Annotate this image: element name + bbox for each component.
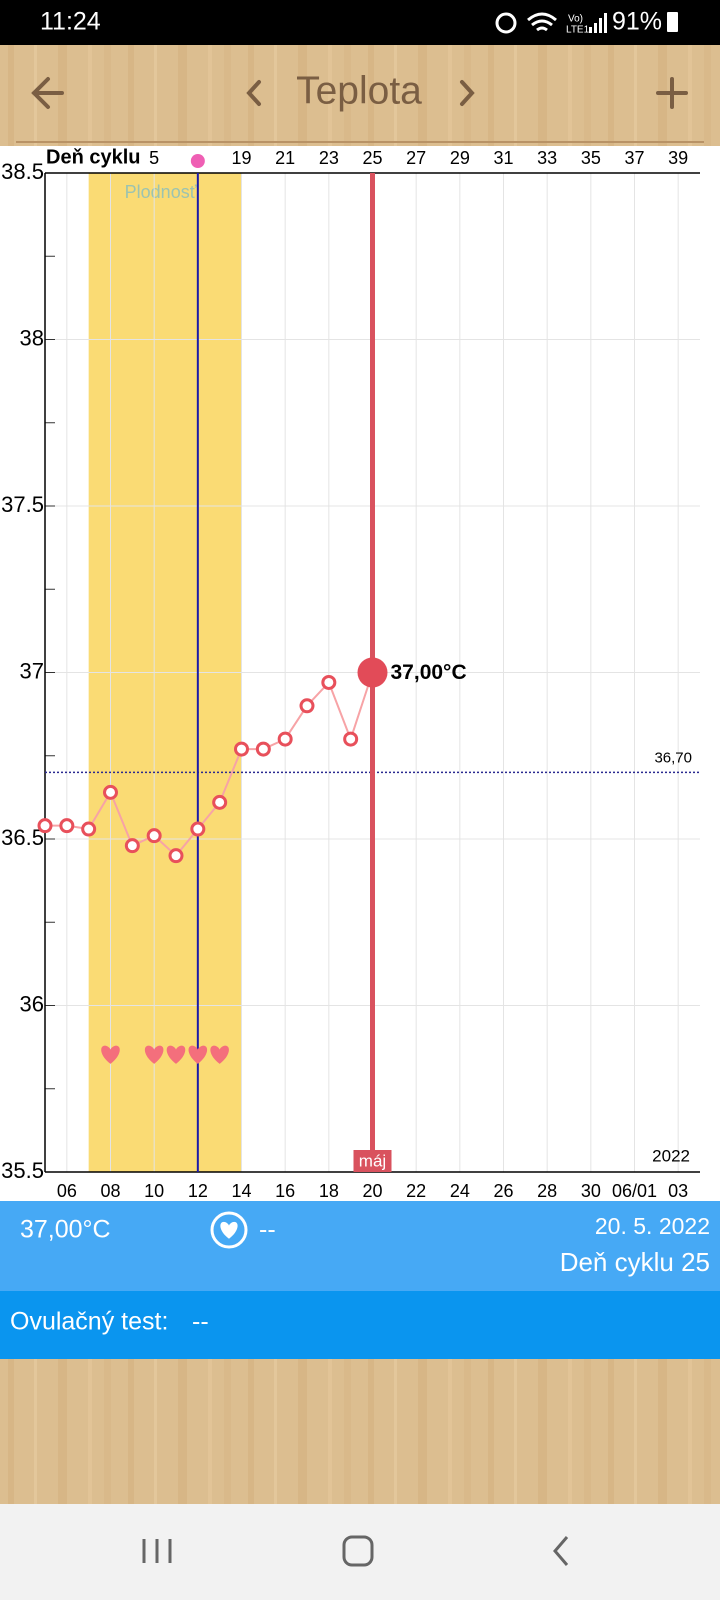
year-label: 2022 xyxy=(652,1146,690,1165)
svg-text:Vo): Vo) xyxy=(568,14,583,25)
ovulation-marker xyxy=(190,154,205,168)
heart xyxy=(101,1045,120,1064)
x-tick-label: 14 xyxy=(231,1181,251,1201)
nav-bar xyxy=(0,1504,720,1600)
status-icons: Vo) LTE1 xyxy=(495,12,678,36)
top-tick-label: 5 xyxy=(149,148,159,168)
selected-value-label: 37,00°C xyxy=(391,661,467,684)
ovulation-test-panel xyxy=(0,1291,720,1359)
status-time: 11:24 xyxy=(40,8,101,36)
x-tick-label: 06/01 xyxy=(612,1181,657,1201)
heart xyxy=(144,1045,164,1064)
temperature-point xyxy=(343,731,359,747)
top-tick-label: 19 xyxy=(231,148,251,168)
top-tick-label: 27 xyxy=(406,148,426,168)
previous-button[interactable] xyxy=(246,80,261,106)
top-tick-label: 39 xyxy=(668,148,688,168)
heart xyxy=(210,1045,229,1064)
top-tick-label: 33 xyxy=(537,148,557,168)
detail-intercourse: -- xyxy=(259,1216,276,1244)
x-tick-label: 16 xyxy=(275,1181,295,1201)
temperature-point xyxy=(212,794,228,810)
battery-level: 91% xyxy=(612,8,662,36)
temperature-point xyxy=(299,698,315,714)
reference-label: 36,70 xyxy=(654,749,692,766)
selected-point xyxy=(357,657,388,688)
temperature-point xyxy=(59,818,75,834)
recents-button[interactable] xyxy=(142,1539,172,1563)
x-tick-label: 28 xyxy=(537,1181,557,1201)
y-tick-label: 36.5 xyxy=(1,825,44,850)
header-title: Teplota xyxy=(296,69,422,112)
x-tick-label: 20 xyxy=(362,1181,382,1201)
fertile-label: Plodnosť xyxy=(125,182,197,202)
top-tick-label: 35 xyxy=(581,148,601,168)
x-tick-label: 18 xyxy=(319,1181,339,1201)
temperature-line xyxy=(45,672,374,858)
temperature-point xyxy=(277,731,293,747)
x-tick-label: 08 xyxy=(100,1181,120,1201)
next-button[interactable] xyxy=(460,80,475,106)
temperature-point xyxy=(81,821,97,837)
y-tick-label: 37.5 xyxy=(1,492,44,517)
y-tick-label: 36 xyxy=(20,991,44,1016)
x-tick-label: 22 xyxy=(406,1181,426,1201)
x-tick-label: 26 xyxy=(493,1181,513,1201)
top-tick-label: 31 xyxy=(493,148,513,168)
temperature-point xyxy=(255,741,271,757)
temperature-point xyxy=(146,828,162,844)
temperature-point xyxy=(321,674,337,690)
top-tick-label: 37 xyxy=(624,148,644,168)
home-button[interactable] xyxy=(342,1535,374,1567)
temperature-point xyxy=(234,741,249,757)
ovulation-test-label: Ovulačný test: xyxy=(10,1308,168,1336)
temperature-point xyxy=(103,784,118,800)
nav-back-button[interactable] xyxy=(553,1536,569,1566)
month-label: máj xyxy=(359,1151,386,1170)
x-tick-label: 10 xyxy=(144,1181,164,1201)
header xyxy=(0,45,720,146)
intercourse-icon xyxy=(210,1211,248,1249)
top-tick-label: 21 xyxy=(275,148,295,168)
x-tick-label: 06 xyxy=(57,1181,77,1201)
heart xyxy=(166,1045,186,1064)
y-tick-label: 37 xyxy=(20,658,44,683)
detail-date: 20. 5. 2022 xyxy=(595,1213,710,1239)
heart xyxy=(188,1045,208,1064)
top-tick-label: 25 xyxy=(362,148,382,168)
detail-cycle-day: Deň cyklu 25 xyxy=(560,1247,710,1277)
top-tick-label: 23 xyxy=(319,148,339,168)
y-tick-label: 35.5 xyxy=(1,1158,44,1183)
temperature-point xyxy=(124,838,140,854)
svg-text:LTE1: LTE1 xyxy=(566,25,590,36)
temperature-point xyxy=(168,848,184,864)
detail-temperature: 37,00°C xyxy=(20,1216,111,1244)
x-tick-label: 03 xyxy=(668,1181,688,1201)
month-badge xyxy=(353,1150,392,1172)
top-tick-label: 29 xyxy=(450,148,470,168)
plot: Plodnosť 35.5 36 36.5 37 37.5 38 38.5 06 08 10 12 14… xyxy=(1,148,700,1201)
footer-wood xyxy=(0,1359,720,1504)
temperature-point xyxy=(190,821,206,837)
y-tick-label: 38.5 xyxy=(1,159,44,184)
add-button[interactable] xyxy=(656,77,688,109)
temperature-point xyxy=(37,818,53,834)
detail-panel xyxy=(0,1201,720,1291)
back-button[interactable] xyxy=(31,77,64,109)
x-tick-label: 24 xyxy=(450,1181,470,1201)
x-tick-label: 12 xyxy=(188,1181,208,1201)
y-tick-label: 38 xyxy=(20,325,44,350)
x-tick-label: 30 xyxy=(581,1181,601,1201)
top-axis-label: Deň cyklu xyxy=(46,146,140,168)
ovulation-test-value: -- xyxy=(192,1308,209,1336)
